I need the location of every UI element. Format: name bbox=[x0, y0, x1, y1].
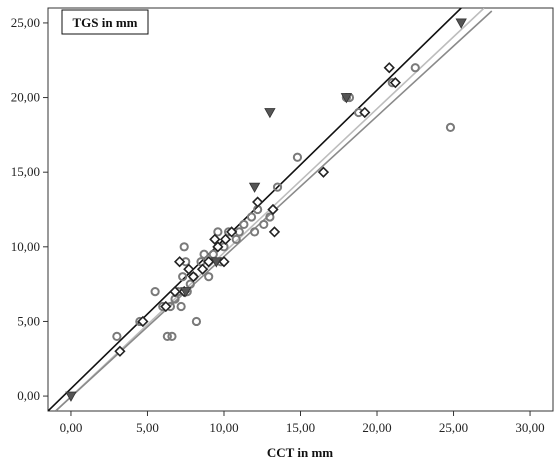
triangle-point bbox=[248, 182, 261, 193]
diamond-point bbox=[252, 196, 264, 208]
diamond-point bbox=[389, 76, 402, 89]
diamond-point bbox=[219, 233, 232, 245]
diamond-point bbox=[226, 226, 238, 238]
diamond-point bbox=[137, 315, 149, 328]
diamond-point bbox=[359, 106, 371, 119]
diamond-point bbox=[268, 226, 281, 238]
x-tick-label: 0,00 bbox=[60, 420, 83, 435]
y-axis-label: TGS in mm bbox=[72, 15, 137, 30]
diamond-point bbox=[383, 62, 395, 74]
diamond-point bbox=[209, 233, 221, 245]
circle-point bbox=[179, 242, 189, 252]
y-tick-label: 20,00 bbox=[11, 90, 40, 105]
y-tick-label: 15,00 bbox=[11, 164, 40, 179]
circle-point bbox=[112, 331, 122, 341]
circle-point bbox=[213, 227, 223, 237]
diamond-point bbox=[218, 256, 230, 268]
circle-point bbox=[178, 272, 188, 282]
x-tick-label: 5,00 bbox=[136, 420, 159, 435]
circle-point bbox=[204, 272, 214, 282]
circle-point bbox=[231, 234, 241, 244]
circle-point bbox=[410, 63, 420, 73]
axes-layer: 0,00 5,00 10,00 15,00 20,00 25,00 30,00 0,00 5,0… bbox=[11, 15, 545, 435]
triangle-point bbox=[180, 287, 192, 298]
y-tick-label: 25,00 bbox=[11, 15, 40, 30]
triangle-point bbox=[264, 108, 276, 119]
x-tick-label: 25,00 bbox=[439, 420, 468, 435]
circle-point bbox=[199, 249, 209, 259]
triangle-point bbox=[65, 391, 77, 402]
diamond-point bbox=[212, 241, 224, 253]
diamond-point bbox=[173, 256, 186, 268]
triangle-point bbox=[455, 18, 467, 29]
circle-point bbox=[239, 219, 249, 230]
triangle-point bbox=[210, 257, 223, 268]
circle-point bbox=[445, 122, 456, 133]
y-tick-label: 0,00 bbox=[17, 388, 40, 403]
diamond-point bbox=[317, 166, 330, 178]
circle-point bbox=[292, 152, 303, 162]
x-axis-label: CCT in mm bbox=[267, 445, 333, 460]
points-layer bbox=[65, 18, 467, 402]
circle-point bbox=[162, 331, 172, 341]
circle-point bbox=[249, 227, 260, 237]
x-tick-label: 10,00 bbox=[209, 420, 238, 435]
triangle-point bbox=[340, 93, 353, 104]
y-tick-label: 5,00 bbox=[17, 313, 40, 328]
circle-point bbox=[272, 182, 283, 192]
diamond-point bbox=[160, 300, 172, 313]
x-tick-label: 15,00 bbox=[286, 420, 315, 435]
circle-point bbox=[246, 212, 257, 222]
diamond-point bbox=[267, 203, 279, 216]
circle-point bbox=[191, 316, 202, 327]
circle-point bbox=[265, 212, 275, 222]
circle-point bbox=[150, 286, 160, 297]
diamond-point bbox=[114, 345, 126, 357]
circle-point bbox=[176, 301, 186, 312]
y-tick-label: 10,00 bbox=[11, 239, 40, 254]
x-tick-label: 20,00 bbox=[362, 420, 391, 435]
circle-point bbox=[167, 331, 177, 341]
diamond-point bbox=[203, 256, 215, 268]
diamond-point bbox=[187, 271, 200, 283]
diamond-point bbox=[196, 263, 209, 275]
diamond-point bbox=[183, 263, 195, 275]
ylabel-box: TGS in mm bbox=[61, 9, 149, 35]
x-tick-label: 30,00 bbox=[515, 420, 544, 435]
circle-point bbox=[259, 219, 269, 230]
diamond-point bbox=[169, 285, 181, 298]
plot-frame bbox=[47, 7, 554, 412]
